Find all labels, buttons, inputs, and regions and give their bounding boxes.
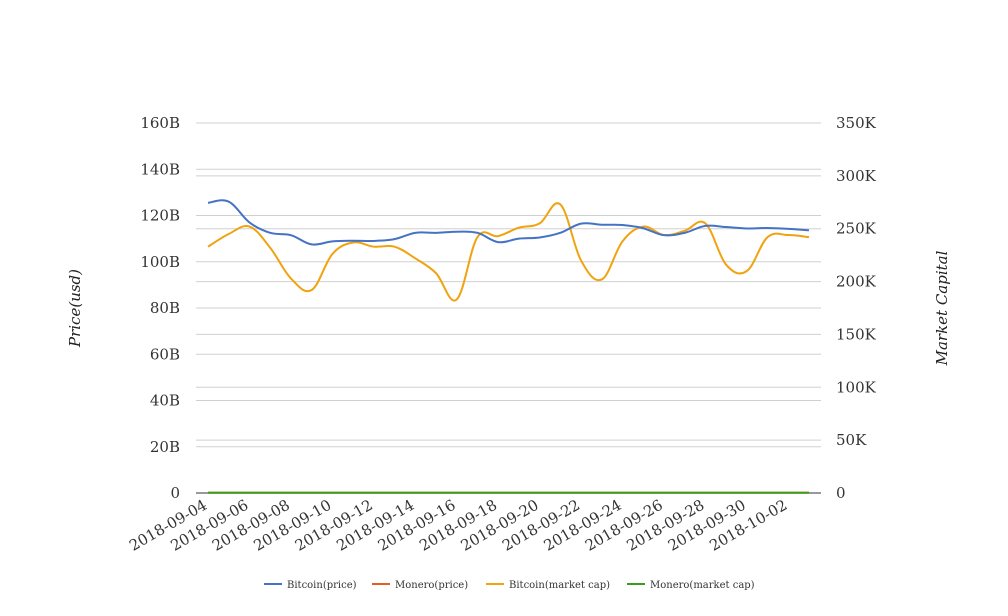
legend-item-bitcoin-price[interactable]: Bitcoin(price)	[264, 580, 357, 591]
left-axis-title: Price(usd)	[66, 269, 84, 348]
legend[interactable]: Bitcoin(price) Monero(price) Bitcoin(marke…	[264, 580, 755, 591]
left-tick-label: 0	[170, 484, 180, 502]
legend-item-bitcoin-market-cap[interactable]: Bitcoin(market cap)	[486, 580, 610, 591]
left-tick-label: 100B	[140, 253, 180, 271]
left-tick-label: 60B	[150, 345, 180, 363]
left-tick-label: 140B	[140, 160, 180, 178]
series-line-bitcoin-price[interactable]	[207, 199, 810, 246]
legend-label: Monero(price)	[395, 580, 468, 591]
legend-label: Monero(market cap)	[650, 580, 755, 591]
legend-item-monero-market-cap[interactable]: Monero(market cap)	[627, 580, 755, 591]
left-tick-label: 120B	[140, 207, 180, 225]
grid	[196, 122, 821, 494]
left-tick-label: 80B	[150, 299, 180, 317]
left-tick-label: 20B	[150, 438, 180, 456]
left-tick-label: 160B	[140, 114, 180, 132]
right-axis-title: Market Capital	[933, 250, 951, 366]
x-axis: 2018-09-042018-09-062018-09-082018-09-10…	[126, 496, 790, 555]
legend-label: Bitcoin(market cap)	[509, 580, 610, 591]
legend-item-monero-price[interactable]: Monero(price)	[372, 580, 468, 591]
legend-label: Bitcoin(price)	[287, 580, 357, 591]
right-tick-label: 300K	[836, 167, 877, 185]
right-tick-label: 250K	[836, 220, 877, 238]
left-tick-label: 40B	[150, 392, 180, 410]
right-tick-label: 0	[836, 484, 846, 502]
right-tick-label: 50K	[836, 431, 867, 449]
right-tick-label: 100K	[836, 378, 877, 396]
right-axis: 0 50K 100K 150K 200K 250K 300K 350K	[836, 114, 877, 502]
series-lines	[207, 199, 810, 494]
left-axis: 0 20B 40B 60B 80B 100B 120B 140B 160B	[140, 114, 180, 502]
right-tick-label: 200K	[836, 273, 877, 291]
right-tick-label: 150K	[836, 325, 877, 343]
right-tick-label: 350K	[836, 114, 877, 132]
series-line-bitcoin-market-cap[interactable]	[207, 202, 810, 302]
